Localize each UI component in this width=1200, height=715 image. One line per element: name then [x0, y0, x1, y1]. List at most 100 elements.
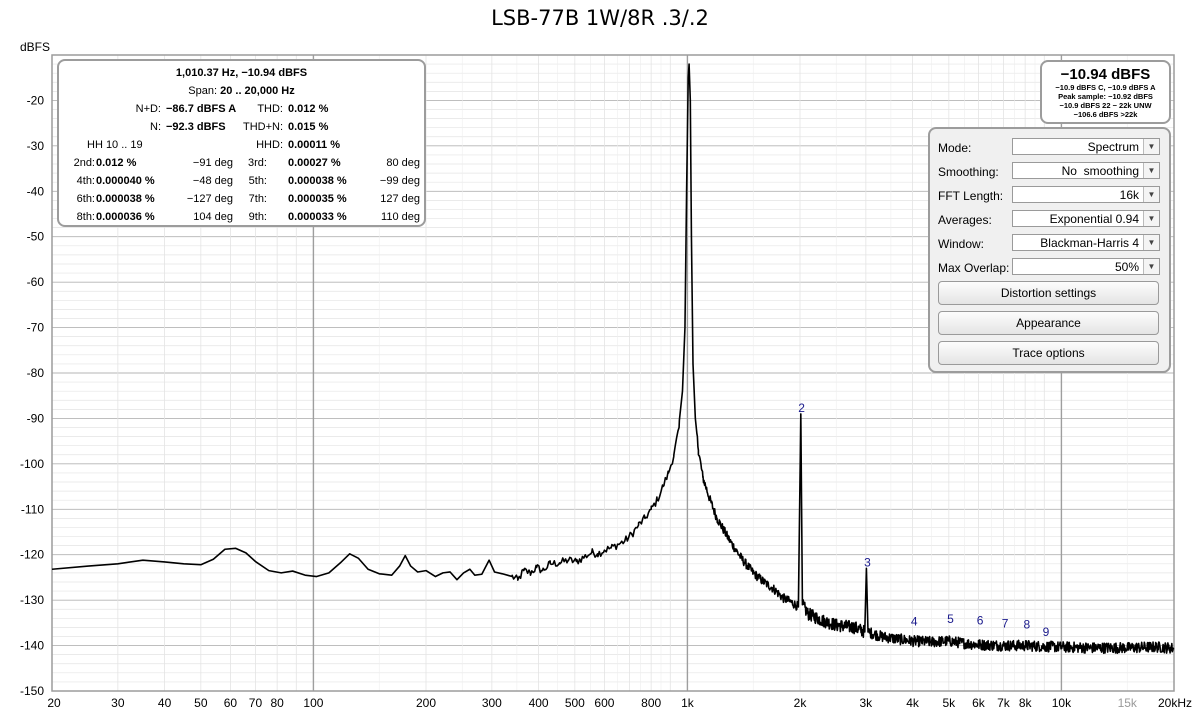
thdn-value: 0.015 % [288, 121, 329, 133]
y-tick-label: -40 [27, 184, 45, 198]
y-tick-label: -150 [20, 684, 44, 698]
harmonic-phase: 127 deg [380, 193, 420, 205]
harmonic-marker-label: 7 [1002, 617, 1009, 631]
span-label: Span: [188, 85, 218, 97]
x-tick-label: 40 [158, 696, 172, 710]
y-tick-label: -140 [20, 639, 44, 653]
fft-length-select[interactable]: 16k ▼ [1012, 186, 1160, 203]
level-main: −10.94 dBFS [1060, 66, 1151, 83]
x-tick-label: 400 [529, 696, 549, 710]
chevron-down-icon: ▼ [1143, 139, 1159, 154]
span-value: 20 .. 20,000 Hz [220, 85, 295, 97]
y-tick-label: -70 [27, 321, 45, 335]
trace-options-button[interactable]: Trace options [938, 341, 1159, 365]
harmonic-phase: 80 deg [386, 157, 420, 169]
mode-value: Spectrum [1087, 140, 1139, 154]
x-tick-label: 15k [1118, 696, 1138, 710]
max-overlap-value: 50% [1114, 260, 1139, 274]
max-overlap-select[interactable]: 50% ▼ [1012, 258, 1160, 275]
x-tick-label: 500 [565, 696, 585, 710]
x-ticks: 20 30 40 50 60 70 80 100 200 300 400 500 600 800 1k 2k 3… [47, 696, 1192, 710]
harmonic-marker-label: 6 [977, 613, 984, 627]
x-tick-label: 100 [303, 696, 323, 710]
harmonic-phase: 110 deg [381, 211, 420, 223]
averages-label: Averages: [938, 213, 992, 227]
harmonic-marker-label: 3 [864, 555, 871, 569]
y-tick-label: -120 [20, 548, 44, 562]
harmonic-marker-label: 5 [947, 612, 954, 626]
x-tick-label: 300 [482, 696, 502, 710]
averages-row: Averages: Exponential 0.94 ▼ [938, 210, 1164, 229]
y-tick-label: -90 [27, 411, 45, 425]
y-tick-label: -130 [20, 593, 44, 607]
x-tick-label: 70 [249, 696, 263, 710]
mode-select[interactable]: Spectrum ▼ [1012, 138, 1160, 155]
window-select[interactable]: Blackman-Harris 4 ▼ [1012, 234, 1160, 251]
x-tick-label: 60 [224, 696, 238, 710]
mode-label: Mode: [938, 141, 972, 155]
harmonic-value: 0.000036 % [96, 211, 155, 223]
y-tick-label: -30 [27, 139, 45, 153]
harmonic-value: 0.000038 % [96, 193, 155, 205]
x-tick-label: 2k [794, 696, 808, 710]
harmonic-phase: 104 deg [193, 211, 233, 223]
x-tick-label: 10k [1052, 696, 1072, 710]
appearance-button[interactable]: Appearance [938, 311, 1159, 335]
y-tick-label: -50 [27, 230, 45, 244]
hhd-value: 0.00011 % [288, 139, 340, 151]
x-tick-label: 20 [47, 696, 61, 710]
peak-readout: 1,010.37 Hz, −10.94 dBFS [175, 67, 308, 79]
x-tick-label: 7k [997, 696, 1011, 710]
x-tick-label: 20kHz [1158, 696, 1192, 710]
harmonic-label: 8th: [76, 211, 95, 223]
x-tick-label: 3k [860, 696, 874, 710]
x-tick-label: 200 [416, 696, 436, 710]
distortion-settings-button[interactable]: Distortion settings [938, 281, 1159, 305]
level-line: −10.9 dBFS C, −10.9 dBFS A [1055, 83, 1156, 92]
harmonic-label: 2nd: [73, 157, 95, 169]
x-tick-label: 600 [594, 696, 614, 710]
smoothing-value: No smoothing [1061, 164, 1139, 178]
harmonic-value: 0.000038 % [288, 175, 347, 187]
fft-length-value: 16k [1119, 188, 1139, 202]
chevron-down-icon: ▼ [1143, 211, 1159, 226]
y-tick-label: -110 [21, 502, 44, 516]
harmonic-marker-label: 2 [798, 401, 805, 415]
plot-frame [51, 54, 1175, 692]
harmonic-label: 4th: [76, 175, 95, 187]
fft-length-label: FFT Length: [938, 189, 1004, 203]
analysis-control-panel[interactable]: Mode: Spectrum ▼ Smoothing: No smoothing ▼… [928, 127, 1171, 373]
span-readout: Span: 20 .. 20,000 Hz [59, 85, 424, 97]
distortion-info-box[interactable]: 1,010.37 Hz, −10.94 dBFS Span: 20 .. 20,… [57, 59, 426, 227]
harmonic-marker-label: 8 [1023, 618, 1030, 632]
n-label: N: [150, 121, 161, 133]
harmonic-value: 0.00027 % [288, 157, 341, 169]
harmonic-phase: −99 deg [379, 175, 420, 187]
mode-row: Mode: Spectrum ▼ [938, 138, 1164, 157]
window-label: Window: [938, 237, 985, 251]
nd-value: −86.7 dBFS A [166, 103, 237, 115]
harmonic-marker-label: 9 [1043, 625, 1050, 639]
chevron-down-icon: ▼ [1143, 235, 1159, 250]
harmonic-phase: −48 deg [192, 175, 233, 187]
harmonic-value: 0.000033 % [288, 211, 347, 223]
harmonic-label: 6th: [76, 193, 95, 205]
harmonic-value: 0.000035 % [288, 193, 347, 205]
level-line: −10.9 dBFS 22 − 22k UNW [1059, 101, 1152, 110]
fft-length-row: FFT Length: 16k ▼ [938, 186, 1164, 205]
thdn-label: THD+N: [242, 121, 283, 133]
averages-value: Exponential 0.94 [1049, 212, 1139, 226]
y-tick-label: -60 [27, 275, 45, 289]
y-tick-label: -80 [27, 366, 45, 380]
x-tick-label: 800 [641, 696, 661, 710]
x-tick-label: 4k [906, 696, 920, 710]
smoothing-select[interactable]: No smoothing ▼ [1012, 162, 1160, 179]
averages-select[interactable]: Exponential 0.94 ▼ [1012, 210, 1160, 227]
harmonic-phase: −91 deg [192, 157, 233, 169]
harmonic-label: 3rd: [248, 157, 267, 169]
x-tick-label: 50 [194, 696, 208, 710]
x-tick-label: 8k [1019, 696, 1033, 710]
harmonic-phase: −127 deg [186, 193, 233, 205]
harmonic-marker-label: 4 [911, 614, 918, 628]
